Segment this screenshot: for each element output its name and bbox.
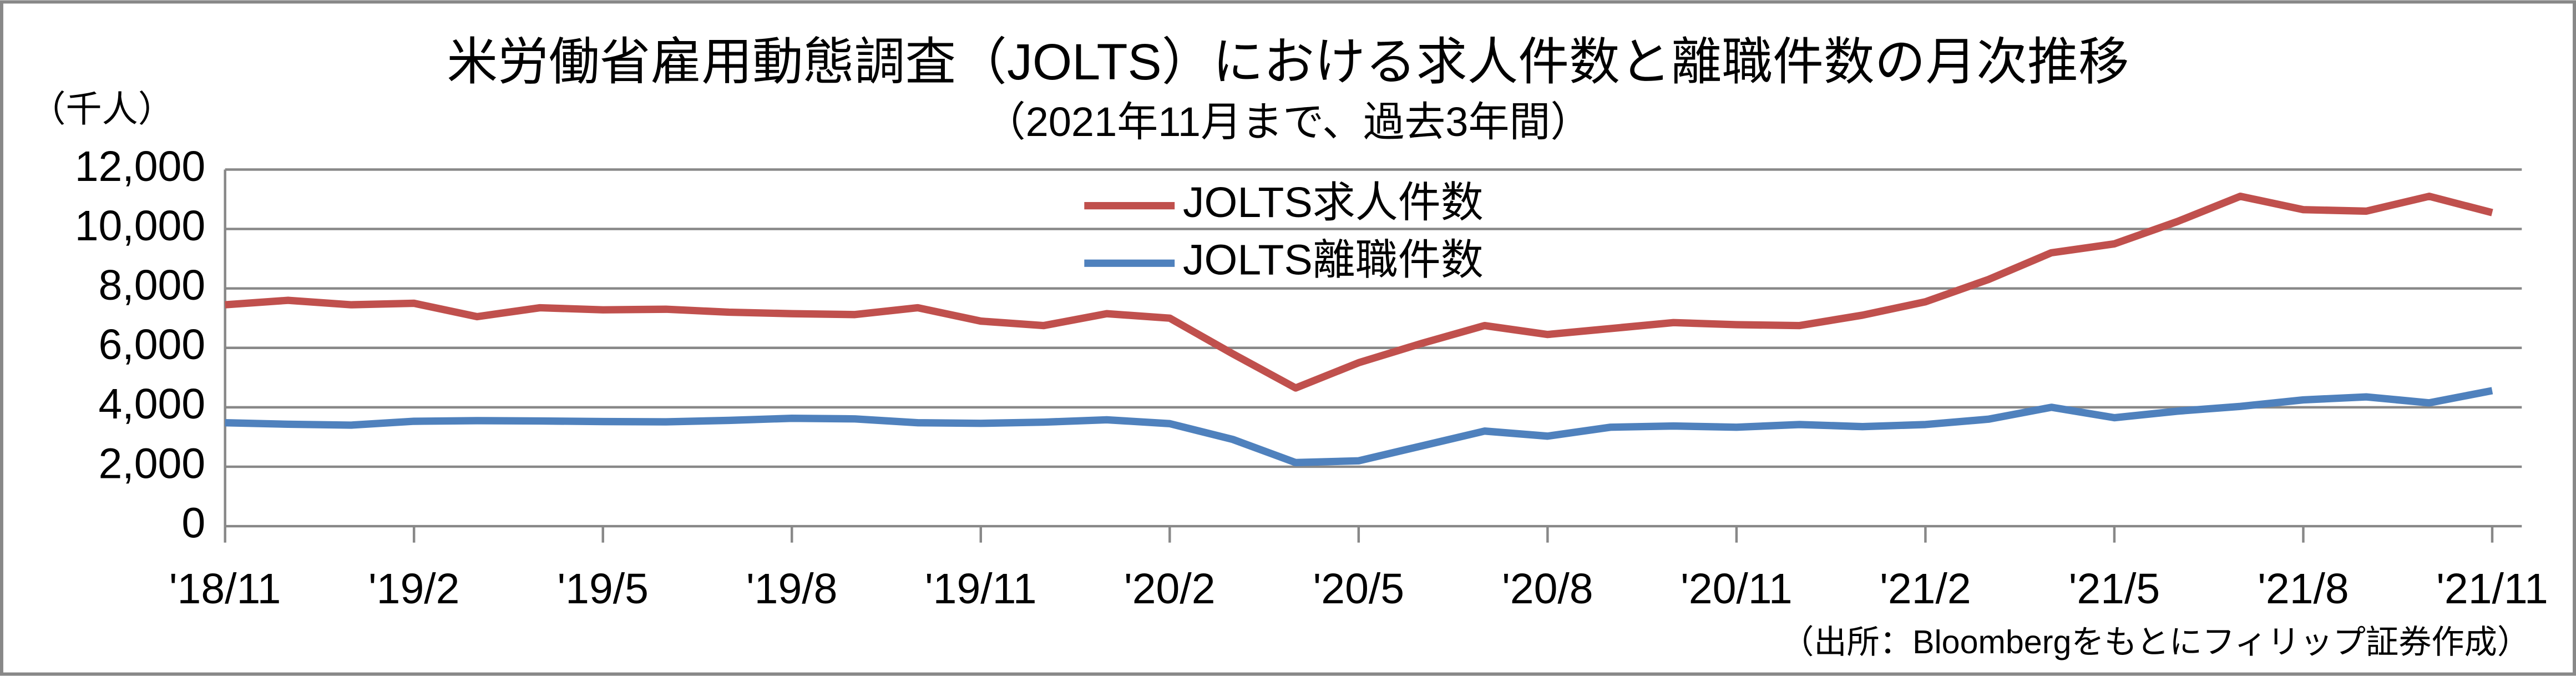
x-tick-label: '21/5	[2069, 565, 2160, 613]
chart-title: 米労働省雇用動態調査（JOLTS）における求人件数と離職件数の月次推移	[447, 34, 2129, 90]
x-tick-label: '18/11	[169, 565, 281, 613]
x-tick-label: '21/8	[2258, 565, 2349, 613]
legend-label: JOLTS離職件数	[1183, 236, 1484, 284]
x-tick-label: '20/5	[1313, 565, 1405, 613]
y-tick-label: 12,000	[75, 143, 205, 190]
x-tick-label: '21/11	[2436, 565, 2548, 613]
legend-label: JOLTS求人件数	[1183, 179, 1484, 226]
x-tick-label: '21/2	[1880, 565, 1971, 613]
x-tick-label: '19/5	[557, 565, 649, 613]
x-tick-label: '19/8	[746, 565, 838, 613]
y-tick-label: 10,000	[75, 202, 205, 250]
x-tick-label: '20/8	[1502, 565, 1593, 613]
y-tick-label: 2,000	[99, 440, 206, 487]
x-tick-label: '20/2	[1124, 565, 1215, 613]
series-line	[225, 193, 2493, 392]
chart-subtitle: （2021年11月まで、過去3年間）	[985, 99, 1592, 145]
y-tick-label: 6,000	[99, 321, 206, 369]
x-tick-label: '20/11	[1681, 565, 1793, 613]
y-axis-label: （千人）	[29, 89, 174, 129]
y-tick-label: 0	[181, 499, 205, 547]
x-tick-label: '19/11	[925, 565, 1037, 613]
y-tick-label: 8,000	[99, 261, 206, 309]
y-tick-label: 4,000	[99, 380, 206, 428]
source-note: （出所：Bloombergをもとにフィリップ証券作成）	[1781, 623, 2530, 660]
x-tick-label: '19/2	[368, 565, 460, 613]
series-line	[225, 387, 2493, 467]
